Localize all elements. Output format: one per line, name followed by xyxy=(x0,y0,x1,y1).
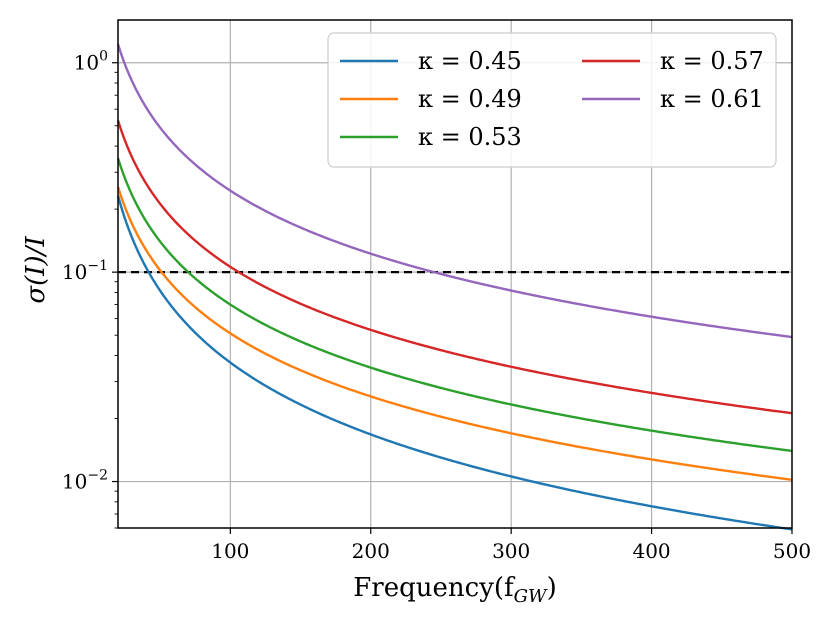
y-tick-label: 10−2 xyxy=(62,468,108,494)
legend-label: κ = 0.45 xyxy=(418,47,522,75)
series-line xyxy=(116,195,793,531)
x-axis-label-main: Frequency(f xyxy=(353,573,516,603)
legend-entries: κ = 0.45 κ = 0.49 κ = 0.53 κ = 0.57 κ = 0.61 xyxy=(340,47,764,151)
y-axis-label: σ(I)/I xyxy=(21,236,51,304)
legend: κ = 0.45 κ = 0.49 κ = 0.53 κ = 0.57 κ = 0.61 xyxy=(327,32,777,168)
legend-label: κ = 0.61 xyxy=(660,85,764,113)
legend-box xyxy=(327,32,777,168)
series-layer xyxy=(116,43,793,531)
plot-frame xyxy=(117,19,793,529)
x-axis-label-close: ) xyxy=(547,573,557,603)
legend-label: κ = 0.57 xyxy=(660,47,764,75)
series-line xyxy=(116,186,793,481)
x-axis: 100 200 300 400 500 xyxy=(211,528,811,563)
series-line xyxy=(116,157,793,453)
x-tick-label: 100 xyxy=(211,539,249,563)
x-tick-label: 400 xyxy=(632,539,670,563)
x-tick-label: 200 xyxy=(352,539,390,563)
legend-label: κ = 0.49 xyxy=(418,85,522,113)
y-axis: 100 10−1 10−2 xyxy=(62,49,118,494)
y-tick-label: 100 xyxy=(74,49,108,75)
y-tick-label: 10−1 xyxy=(62,258,108,284)
legend-label: κ = 0.53 xyxy=(418,123,522,151)
x-tick-label: 300 xyxy=(492,539,530,563)
x-axis-label-sub: GW xyxy=(514,586,548,607)
x-tick-label: 500 xyxy=(773,539,811,563)
x-axis-label: Frequency(fGW) xyxy=(353,573,556,607)
series-line xyxy=(116,43,793,339)
series-line xyxy=(116,120,793,415)
